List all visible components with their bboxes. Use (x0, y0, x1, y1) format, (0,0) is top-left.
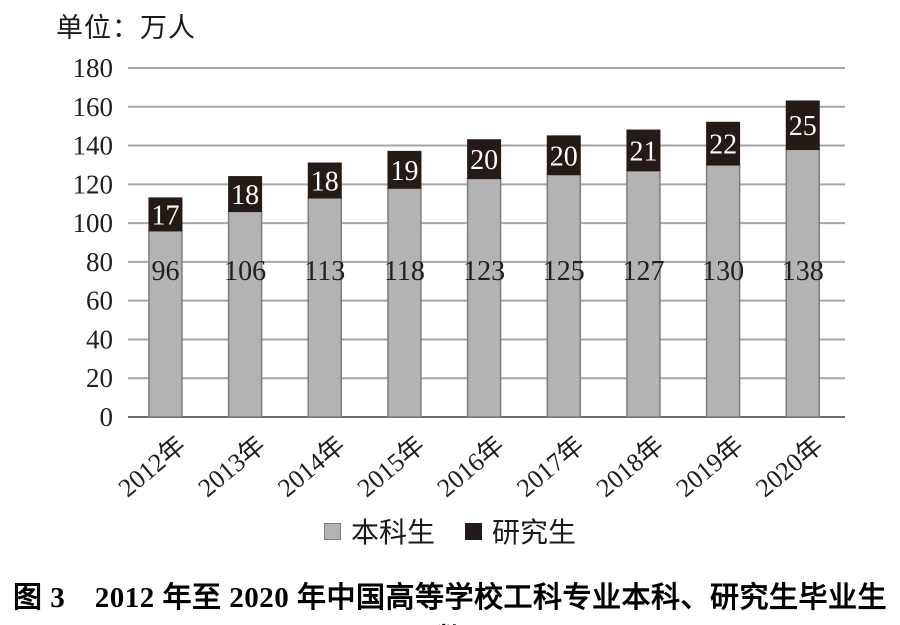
value-label-undergrad-2016年: 123 (463, 256, 505, 287)
y-axis-label-180: 180 (73, 53, 114, 83)
y-axis-label-80: 80 (86, 247, 113, 277)
x-axis-label-2014年: 2014年 (272, 430, 350, 502)
y-axis-label-140: 140 (73, 131, 114, 161)
value-label-grad-2018年: 21 (629, 136, 657, 167)
bar-grad-2013年 (228, 176, 263, 212)
bar-undergrad-2012年 (148, 230, 183, 418)
legend-item-grad: 研究生 (465, 511, 576, 551)
bar-grad-2019年 (706, 121, 741, 166)
bar-undergrad-2017年 (546, 173, 582, 418)
y-axis-label-120: 120 (73, 169, 114, 199)
axis-unit-label: 单位：万人 (56, 13, 196, 43)
x-axis-label-2018年: 2018年 (591, 430, 669, 502)
bar-grad-2020年 (785, 100, 820, 150)
value-label-grad-2017年: 20 (550, 141, 578, 172)
bar-undergrad-2015年 (387, 187, 422, 418)
value-label-grad-2020年: 25 (789, 111, 817, 142)
stacked-bar-chart: 0 20 40 60 80 100 120 140 160 180 96 17 2012年 106 18 20… (73, 53, 845, 503)
value-label-grad-2013年: 18 (231, 180, 259, 211)
value-label-grad-2019年: 22 (709, 130, 737, 161)
y-axis-label-20: 20 (86, 363, 113, 393)
value-label-undergrad-2020年: 138 (782, 256, 824, 287)
y-axis-label-0: 0 (100, 402, 114, 432)
bar-undergrad-2018年 (626, 170, 661, 418)
legend-item-undergrad: 本科生 (323, 511, 435, 551)
y-axis-label-40: 40 (86, 324, 113, 354)
value-label-grad-2014年: 18 (311, 166, 339, 197)
x-axis-label-2017年: 2017年 (511, 430, 589, 502)
x-axis-label-2020年: 2020年 (750, 430, 828, 502)
x-axis-label-2012年: 2012年 (113, 430, 191, 502)
legend-label-undergrad: 本科生 (350, 518, 435, 549)
legend-label-grad: 研究生 (492, 518, 577, 549)
value-label-grad-2012年: 17 (151, 200, 179, 231)
bar-undergrad-2016年 (466, 177, 502, 418)
x-axis-label-2019年: 2019年 (671, 430, 749, 502)
value-label-undergrad-2017年: 125 (543, 256, 585, 287)
bar-undergrad-2014年 (307, 197, 343, 418)
bar-undergrad-2020年 (785, 148, 821, 418)
bar-grad-2017年 (546, 135, 581, 176)
value-label-undergrad-2018年: 127 (622, 256, 664, 287)
legend-swatch-undergrad-icon (323, 522, 341, 540)
value-label-undergrad-2014年: 113 (304, 256, 345, 287)
x-axis-label-2015年: 2015年 (352, 430, 430, 502)
value-label-undergrad-2015年: 118 (384, 256, 425, 287)
figure-caption: 图 3 2012 年至 2020 年中国高等学校工科专业本科、研究生毕业生数 (12, 582, 887, 625)
chart-legend: 本科生 研究生 (0, 511, 900, 551)
bar-grad-2014年 (307, 162, 342, 199)
bar-grad-2018年 (626, 129, 661, 172)
bar-grad-2016年 (467, 139, 502, 180)
bar-grad-2015年 (387, 150, 422, 189)
value-label-undergrad-2012年: 96 (151, 256, 179, 287)
bar-undergrad-2013年 (227, 210, 263, 418)
y-axis-label-100: 100 (73, 208, 114, 238)
value-label-grad-2015年: 19 (390, 156, 418, 187)
bar-undergrad-2019年 (705, 164, 741, 418)
x-axis-label-2016年: 2016年 (432, 430, 510, 502)
legend-swatch-grad-icon (465, 522, 482, 540)
y-axis-label-160: 160 (73, 92, 114, 122)
value-label-undergrad-2019年: 130 (702, 256, 744, 287)
value-label-grad-2016年: 20 (470, 145, 498, 176)
y-axis-label-60: 60 (86, 286, 113, 316)
bar-grad-2012年 (148, 197, 183, 232)
x-axis-label-2013年: 2013年 (193, 430, 271, 502)
value-label-undergrad-2013年: 106 (224, 256, 266, 287)
